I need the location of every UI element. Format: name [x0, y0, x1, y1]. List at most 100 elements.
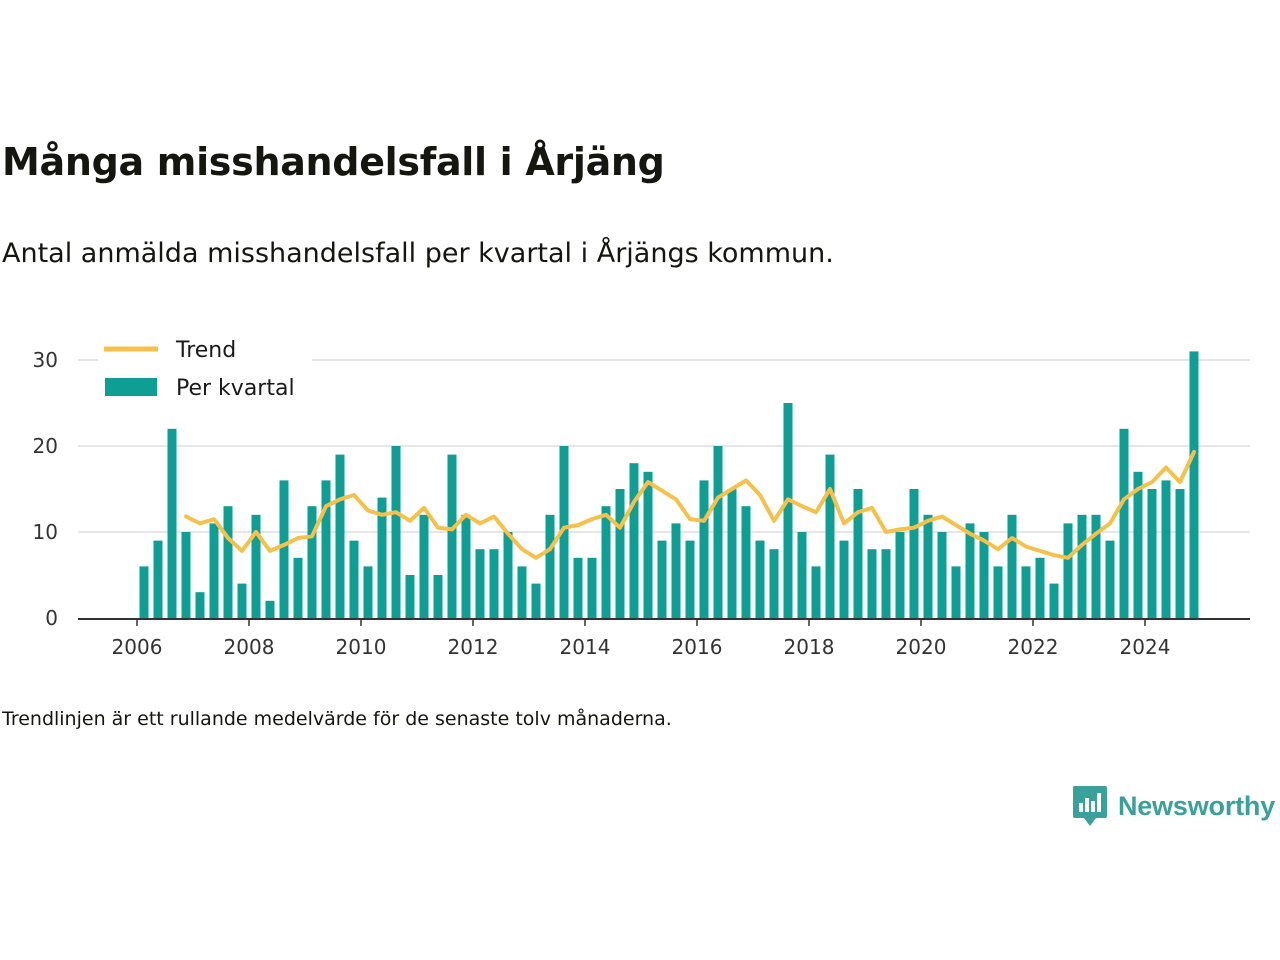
- bar: [1049, 583, 1059, 618]
- legend-bar-label: Per kvartal: [176, 376, 295, 401]
- legend: Trend Per kvartal: [98, 332, 312, 410]
- y-axis-ticks: 0 10 20 30: [33, 348, 58, 630]
- bar: [265, 600, 275, 618]
- bar: [979, 532, 989, 618]
- bar: [1007, 514, 1017, 618]
- bar: [1105, 540, 1115, 618]
- bar: [1063, 523, 1073, 618]
- bar: [629, 463, 639, 618]
- x-tick-label: 2022: [1008, 635, 1059, 659]
- bar: [391, 446, 401, 618]
- bar: [139, 566, 149, 618]
- bar: [573, 557, 583, 618]
- bar: [741, 506, 751, 618]
- bar: [643, 471, 653, 618]
- bar: [1091, 514, 1101, 618]
- bar: [489, 549, 499, 618]
- bar: [657, 540, 667, 618]
- bar: [993, 566, 1003, 618]
- bar: [545, 514, 555, 618]
- bar: [867, 549, 877, 618]
- bar: [349, 540, 359, 618]
- bar: [279, 480, 289, 618]
- bar: [181, 532, 191, 618]
- bar: [419, 514, 429, 618]
- bar: [853, 489, 863, 618]
- bar: [223, 506, 233, 618]
- bar: [475, 549, 485, 618]
- x-tick-label: 2014: [560, 635, 611, 659]
- bar: [195, 592, 205, 618]
- bar: [1021, 566, 1031, 618]
- bar: [587, 557, 597, 618]
- bar: [1035, 557, 1045, 618]
- bar: [307, 506, 317, 618]
- bar: [405, 575, 415, 618]
- legend-trend-label: Trend: [175, 338, 236, 363]
- bar: [433, 575, 443, 618]
- trend-line: [184, 450, 1196, 560]
- newsworthy-wordmark: Newsworthy: [1118, 790, 1276, 821]
- bar: [1133, 471, 1143, 618]
- bar: [447, 454, 457, 618]
- chart: 0 10 20 30 2006 2008 2010 2012 2014 2016 2018 2020…: [33, 332, 1250, 659]
- y-tick-label: 10: [33, 520, 58, 544]
- bar: [1119, 428, 1129, 618]
- bar: [1077, 514, 1087, 618]
- chart-subtitle: Antal anmälda misshandelsfall per kvarta…: [2, 238, 834, 269]
- bar: [1189, 351, 1199, 618]
- y-tick-label: 0: [45, 606, 58, 630]
- bar: [755, 540, 765, 618]
- bar: [293, 557, 303, 618]
- bar: [559, 446, 569, 618]
- bar: [895, 532, 905, 618]
- bar: [839, 540, 849, 618]
- x-tick-label: 2020: [896, 635, 947, 659]
- bar: [727, 489, 737, 618]
- bar: [699, 480, 709, 618]
- bar: [797, 532, 807, 618]
- bar: [517, 566, 527, 618]
- x-tick-label: 2016: [672, 635, 723, 659]
- bar: [713, 446, 723, 618]
- bar: [461, 514, 471, 618]
- bar: [167, 428, 177, 618]
- bar: [685, 540, 695, 618]
- bar: [363, 566, 373, 618]
- x-tick-label: 2024: [1120, 635, 1171, 659]
- bar: [951, 566, 961, 618]
- bar: [503, 532, 513, 618]
- newsworthy-logo[interactable]: Newsworthy: [1072, 784, 1275, 828]
- bar: [1175, 489, 1185, 618]
- bar: [251, 514, 261, 618]
- bar: [783, 403, 793, 618]
- bar: [965, 523, 975, 618]
- bar: [335, 454, 345, 618]
- bar: [237, 583, 247, 618]
- x-tick-label: 2008: [224, 635, 275, 659]
- x-axis-ticks: 2006 2008 2010 2012 2014 2016 2018 2020 2022 2024: [112, 619, 1171, 659]
- bar: [1147, 489, 1157, 618]
- bar: [769, 549, 779, 618]
- bar: [601, 506, 611, 618]
- bar: [377, 497, 387, 618]
- x-tick-label: 2006: [112, 635, 163, 659]
- newsworthy-chart-bubble-icon: [1073, 786, 1107, 826]
- bar: [909, 489, 919, 618]
- y-tick-label: 20: [33, 434, 58, 458]
- legend-bar-swatch: [105, 378, 157, 396]
- bar: [825, 454, 835, 618]
- bar: [153, 540, 163, 618]
- x-tick-label: 2018: [784, 635, 835, 659]
- bar: [811, 566, 821, 618]
- footnote: Trendlinjen är ett rullande medelvärde f…: [2, 708, 672, 730]
- bar: [923, 514, 933, 618]
- bar: [881, 549, 891, 618]
- x-tick-label: 2012: [448, 635, 499, 659]
- bar: [615, 489, 625, 618]
- bar: [937, 532, 947, 618]
- legend-background: [98, 332, 312, 410]
- bar: [321, 480, 331, 618]
- chart-title: Många misshandelsfall i Årjäng: [2, 140, 665, 184]
- bar: [531, 583, 541, 618]
